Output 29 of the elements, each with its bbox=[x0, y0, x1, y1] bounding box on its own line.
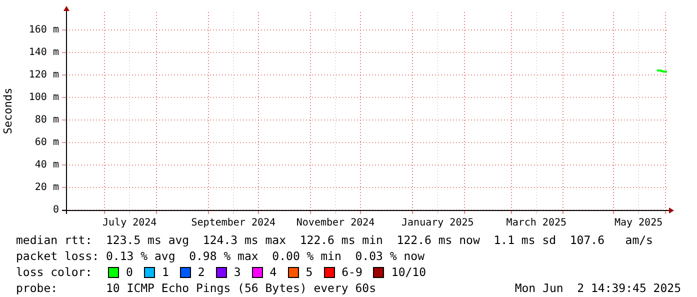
text: median rtt: 123.5 ms avg 124.3 ms max 122.6 ms min 122.6 ms now 1.1 ms sd 107.6 am/s bbox=[16, 232, 654, 248]
y-tick-label: 80 m bbox=[34, 114, 59, 126]
y-tick-label: 160 m bbox=[28, 24, 59, 36]
legend-label: 6-9 bbox=[342, 264, 362, 280]
y-tick-label: 0 bbox=[52, 204, 59, 216]
legend-title: loss color: bbox=[16, 264, 94, 280]
y-tick-label: 100 m bbox=[28, 92, 59, 104]
x-tick-label: September 2024 bbox=[191, 218, 276, 229]
legend-label: 3 bbox=[234, 264, 241, 280]
y-axis-title: Seconds bbox=[1, 88, 14, 134]
text: Mon Jun 2 14:39:45 2025 bbox=[514, 280, 681, 296]
x-tick-label: May 2025 bbox=[614, 218, 663, 229]
x-tick-label: July 2024 bbox=[102, 218, 157, 229]
legend-label: 1 bbox=[162, 264, 169, 280]
legend-label: 4 bbox=[270, 264, 277, 280]
x-tick-label: March 2025 bbox=[506, 218, 567, 229]
legend-label: 10/10 bbox=[391, 264, 426, 280]
x-tick-label: November 2024 bbox=[296, 218, 375, 229]
x-tick-label: January 2025 bbox=[402, 218, 474, 229]
y-tick-label: 60 m bbox=[34, 137, 59, 148]
text: packet loss: 0.13 % avg 0.98 % max 0.00 % min 0.03 % now bbox=[16, 248, 426, 264]
legend-label: 5 bbox=[306, 264, 313, 280]
y-tick-label: 20 m bbox=[34, 182, 59, 194]
y-tick-label: 40 m bbox=[34, 160, 59, 171]
legend-label: 0 bbox=[126, 264, 133, 280]
legend-label: 2 bbox=[198, 264, 205, 280]
text: probe: 10 ICMP Echo Pings (56 Bytes) every 60s bbox=[16, 280, 376, 296]
y-tick-label: 120 m bbox=[28, 70, 59, 81]
y-tick-label: 140 m bbox=[28, 47, 59, 58]
